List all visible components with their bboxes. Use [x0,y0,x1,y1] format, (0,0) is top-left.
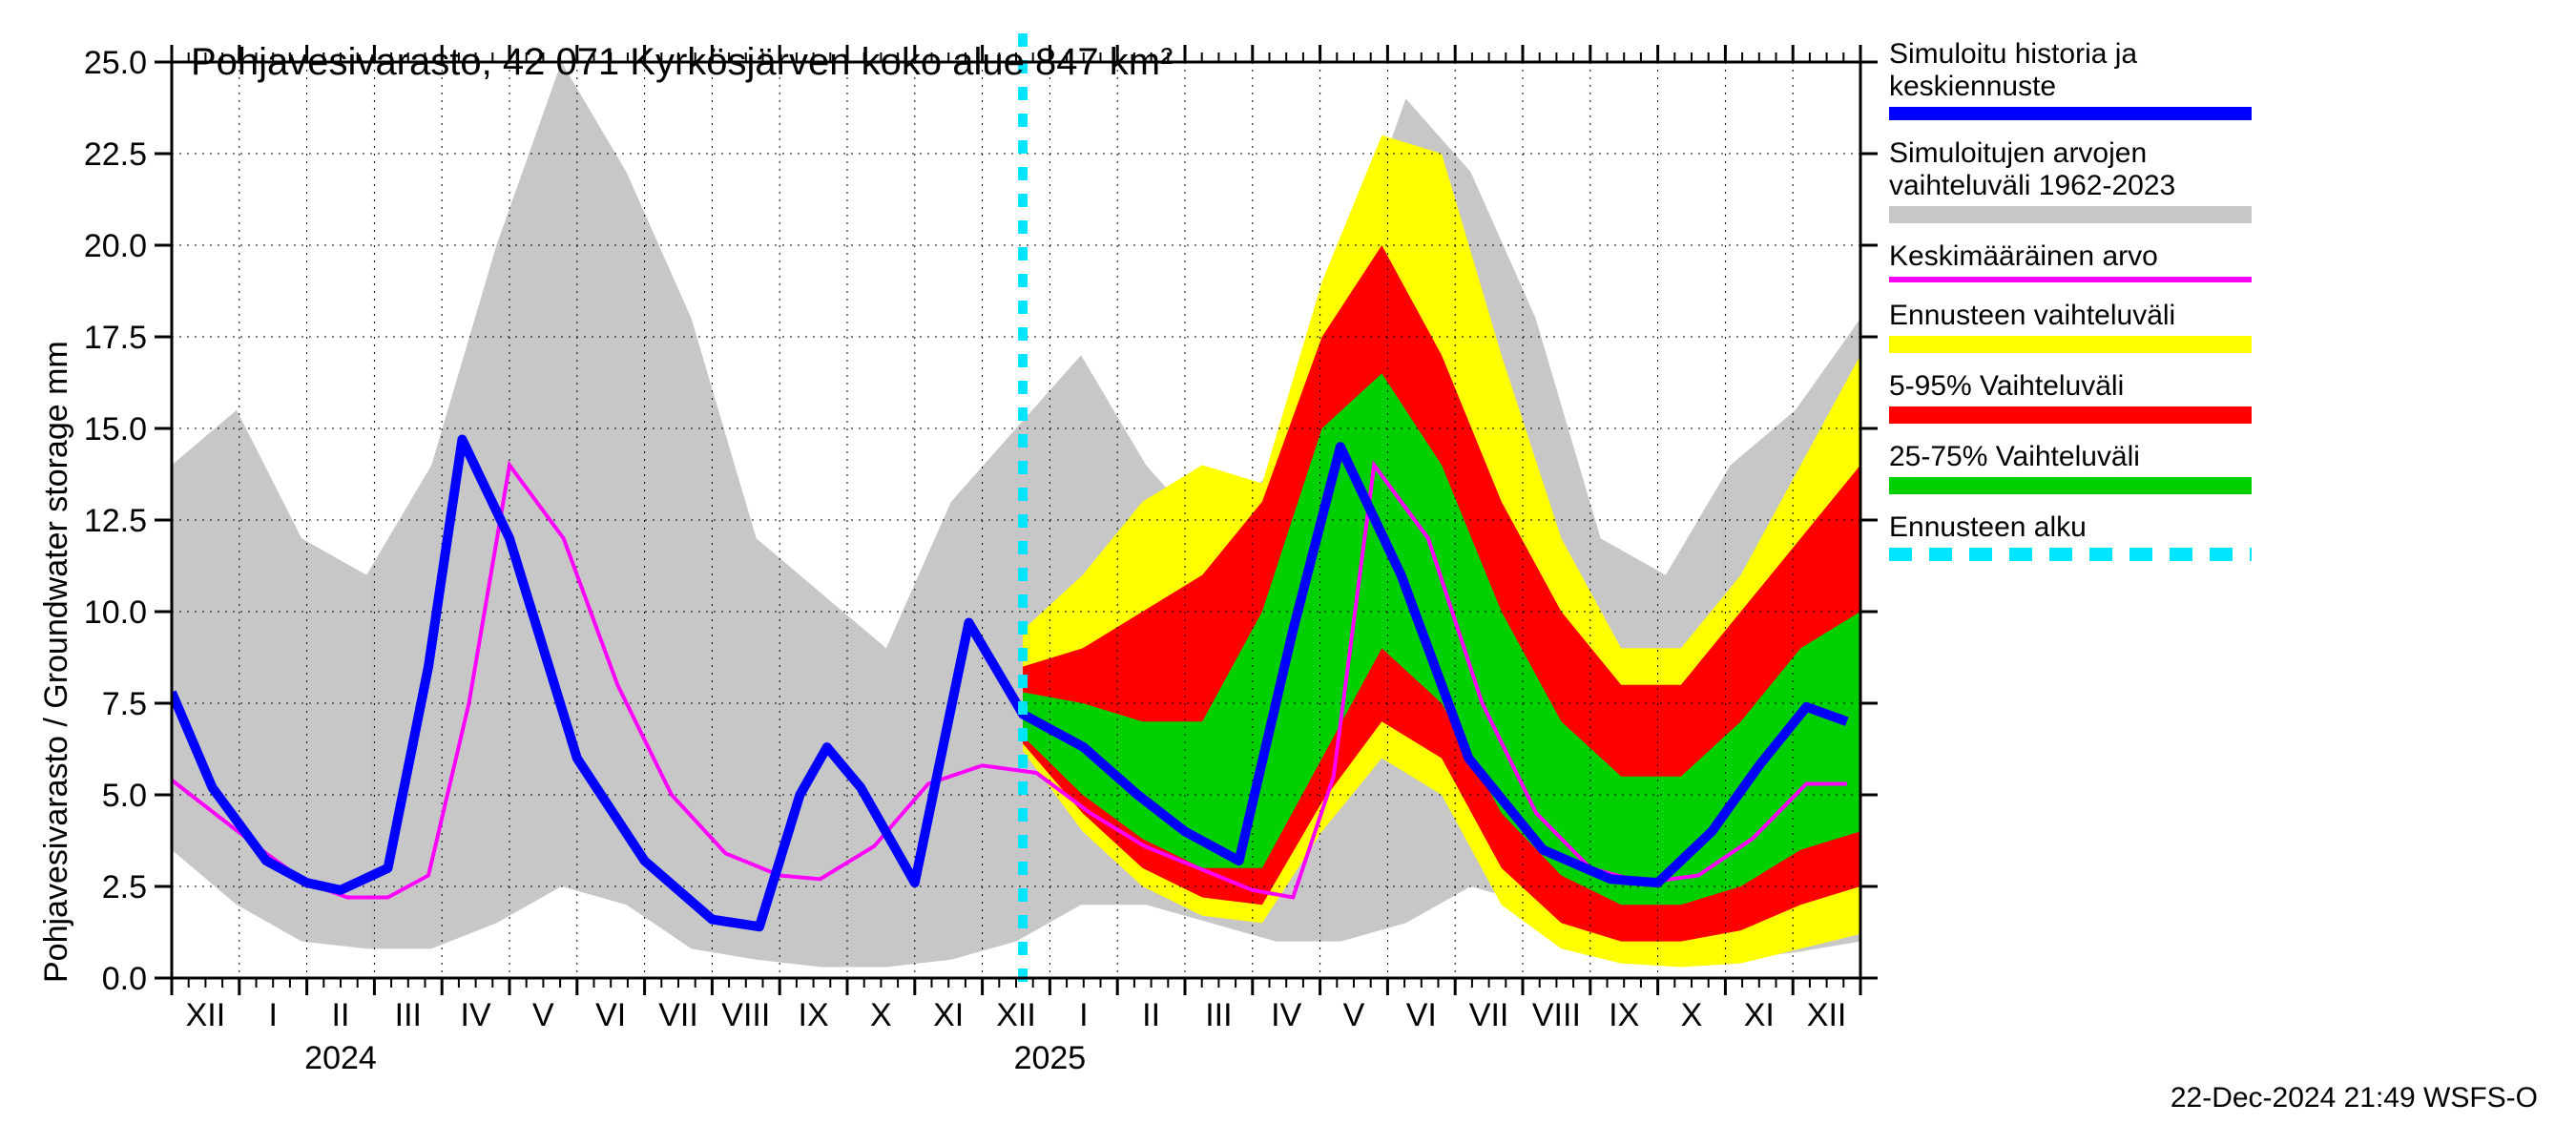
svg-text:0.0: 0.0 [102,961,147,997]
svg-text:I: I [268,997,277,1033]
svg-text:VII: VII [658,997,698,1033]
svg-text:VII: VII [1469,997,1509,1033]
svg-text:V: V [1343,997,1365,1033]
legend-label: 25-75% Vaihteluväli [1889,441,2557,473]
svg-text:XI: XI [1744,997,1775,1033]
legend-entry: Keskimääräinen arvo [1889,240,2557,282]
legend-entry: 25-75% Vaihteluväli [1889,441,2557,494]
svg-text:IV: IV [1271,997,1301,1033]
legend-label: vaihteluväli 1962-2023 [1889,170,2557,202]
svg-text:15.0: 15.0 [84,411,147,448]
legend-swatch [1889,277,2252,282]
svg-text:IX: IX [799,997,829,1033]
svg-text:IV: IV [461,997,491,1033]
svg-text:VIII: VIII [1532,997,1581,1033]
legend-swatch [1889,477,2252,494]
svg-text:7.5: 7.5 [102,686,147,722]
svg-text:III: III [395,997,422,1033]
svg-text:2025: 2025 [1014,1040,1087,1076]
svg-text:V: V [532,997,554,1033]
legend-label: Ennusteen vaihteluväli [1889,300,2557,332]
svg-text:12.5: 12.5 [84,503,147,539]
svg-text:IX: IX [1609,997,1639,1033]
legend-swatch [1889,406,2252,424]
legend-swatch [1889,206,2252,223]
legend-entry: Ennusteen vaihteluväli [1889,300,2557,353]
legend-entry: 5-95% Vaihteluväli [1889,370,2557,424]
svg-text:17.5: 17.5 [84,320,147,356]
svg-text:5.0: 5.0 [102,778,147,814]
svg-text:22-Dec-2024 21:49 WSFS-O: 22-Dec-2024 21:49 WSFS-O [2171,1082,2538,1114]
svg-text:VIII: VIII [721,997,770,1033]
svg-text:VI: VI [595,997,626,1033]
legend: Simuloitu historia jakeskiennusteSimuloi… [1889,38,2557,578]
svg-text:XII: XII [186,997,226,1033]
svg-text:XII: XII [996,997,1036,1033]
svg-text:X: X [1681,997,1703,1033]
svg-text:XII: XII [1807,997,1847,1033]
svg-text:10.0: 10.0 [84,594,147,631]
chart-container: Pohjavesivarasto / Groundwater storage m… [0,0,2576,1145]
svg-text:Pohjavesivarasto, 42 071 Kyrkö: Pohjavesivarasto, 42 071 Kyrkösjärven ko… [191,41,1173,83]
svg-text:II: II [1142,997,1160,1033]
legend-label: Keskimääräinen arvo [1889,240,2557,273]
legend-label: Simuloitujen arvojen [1889,137,2557,170]
legend-label: keskiennuste [1889,71,2557,103]
legend-label: 5-95% Vaihteluväli [1889,370,2557,403]
svg-text:XI: XI [933,997,964,1033]
svg-text:VI: VI [1406,997,1437,1033]
svg-text:X: X [870,997,892,1033]
legend-label: Ennusteen alku [1889,511,2557,544]
legend-entry: Ennusteen alku [1889,511,2557,561]
legend-entry: Simuloitu historia jakeskiennuste [1889,38,2557,120]
y-axis-label: Pohjavesivarasto / Groundwater storage m… [38,341,75,983]
svg-text:25.0: 25.0 [84,45,147,81]
svg-text:2024: 2024 [304,1040,377,1076]
svg-text:2.5: 2.5 [102,869,147,906]
legend-swatch [1889,336,2252,353]
svg-text:III: III [1205,997,1232,1033]
svg-text:I: I [1079,997,1088,1033]
legend-swatch [1889,548,2252,561]
legend-entry: Simuloitujen arvojenvaihteluväli 1962-20… [1889,137,2557,223]
svg-text:II: II [332,997,350,1033]
svg-text:22.5: 22.5 [84,136,147,173]
legend-swatch [1889,107,2252,120]
legend-label: Simuloitu historia ja [1889,38,2557,71]
svg-text:20.0: 20.0 [84,228,147,264]
